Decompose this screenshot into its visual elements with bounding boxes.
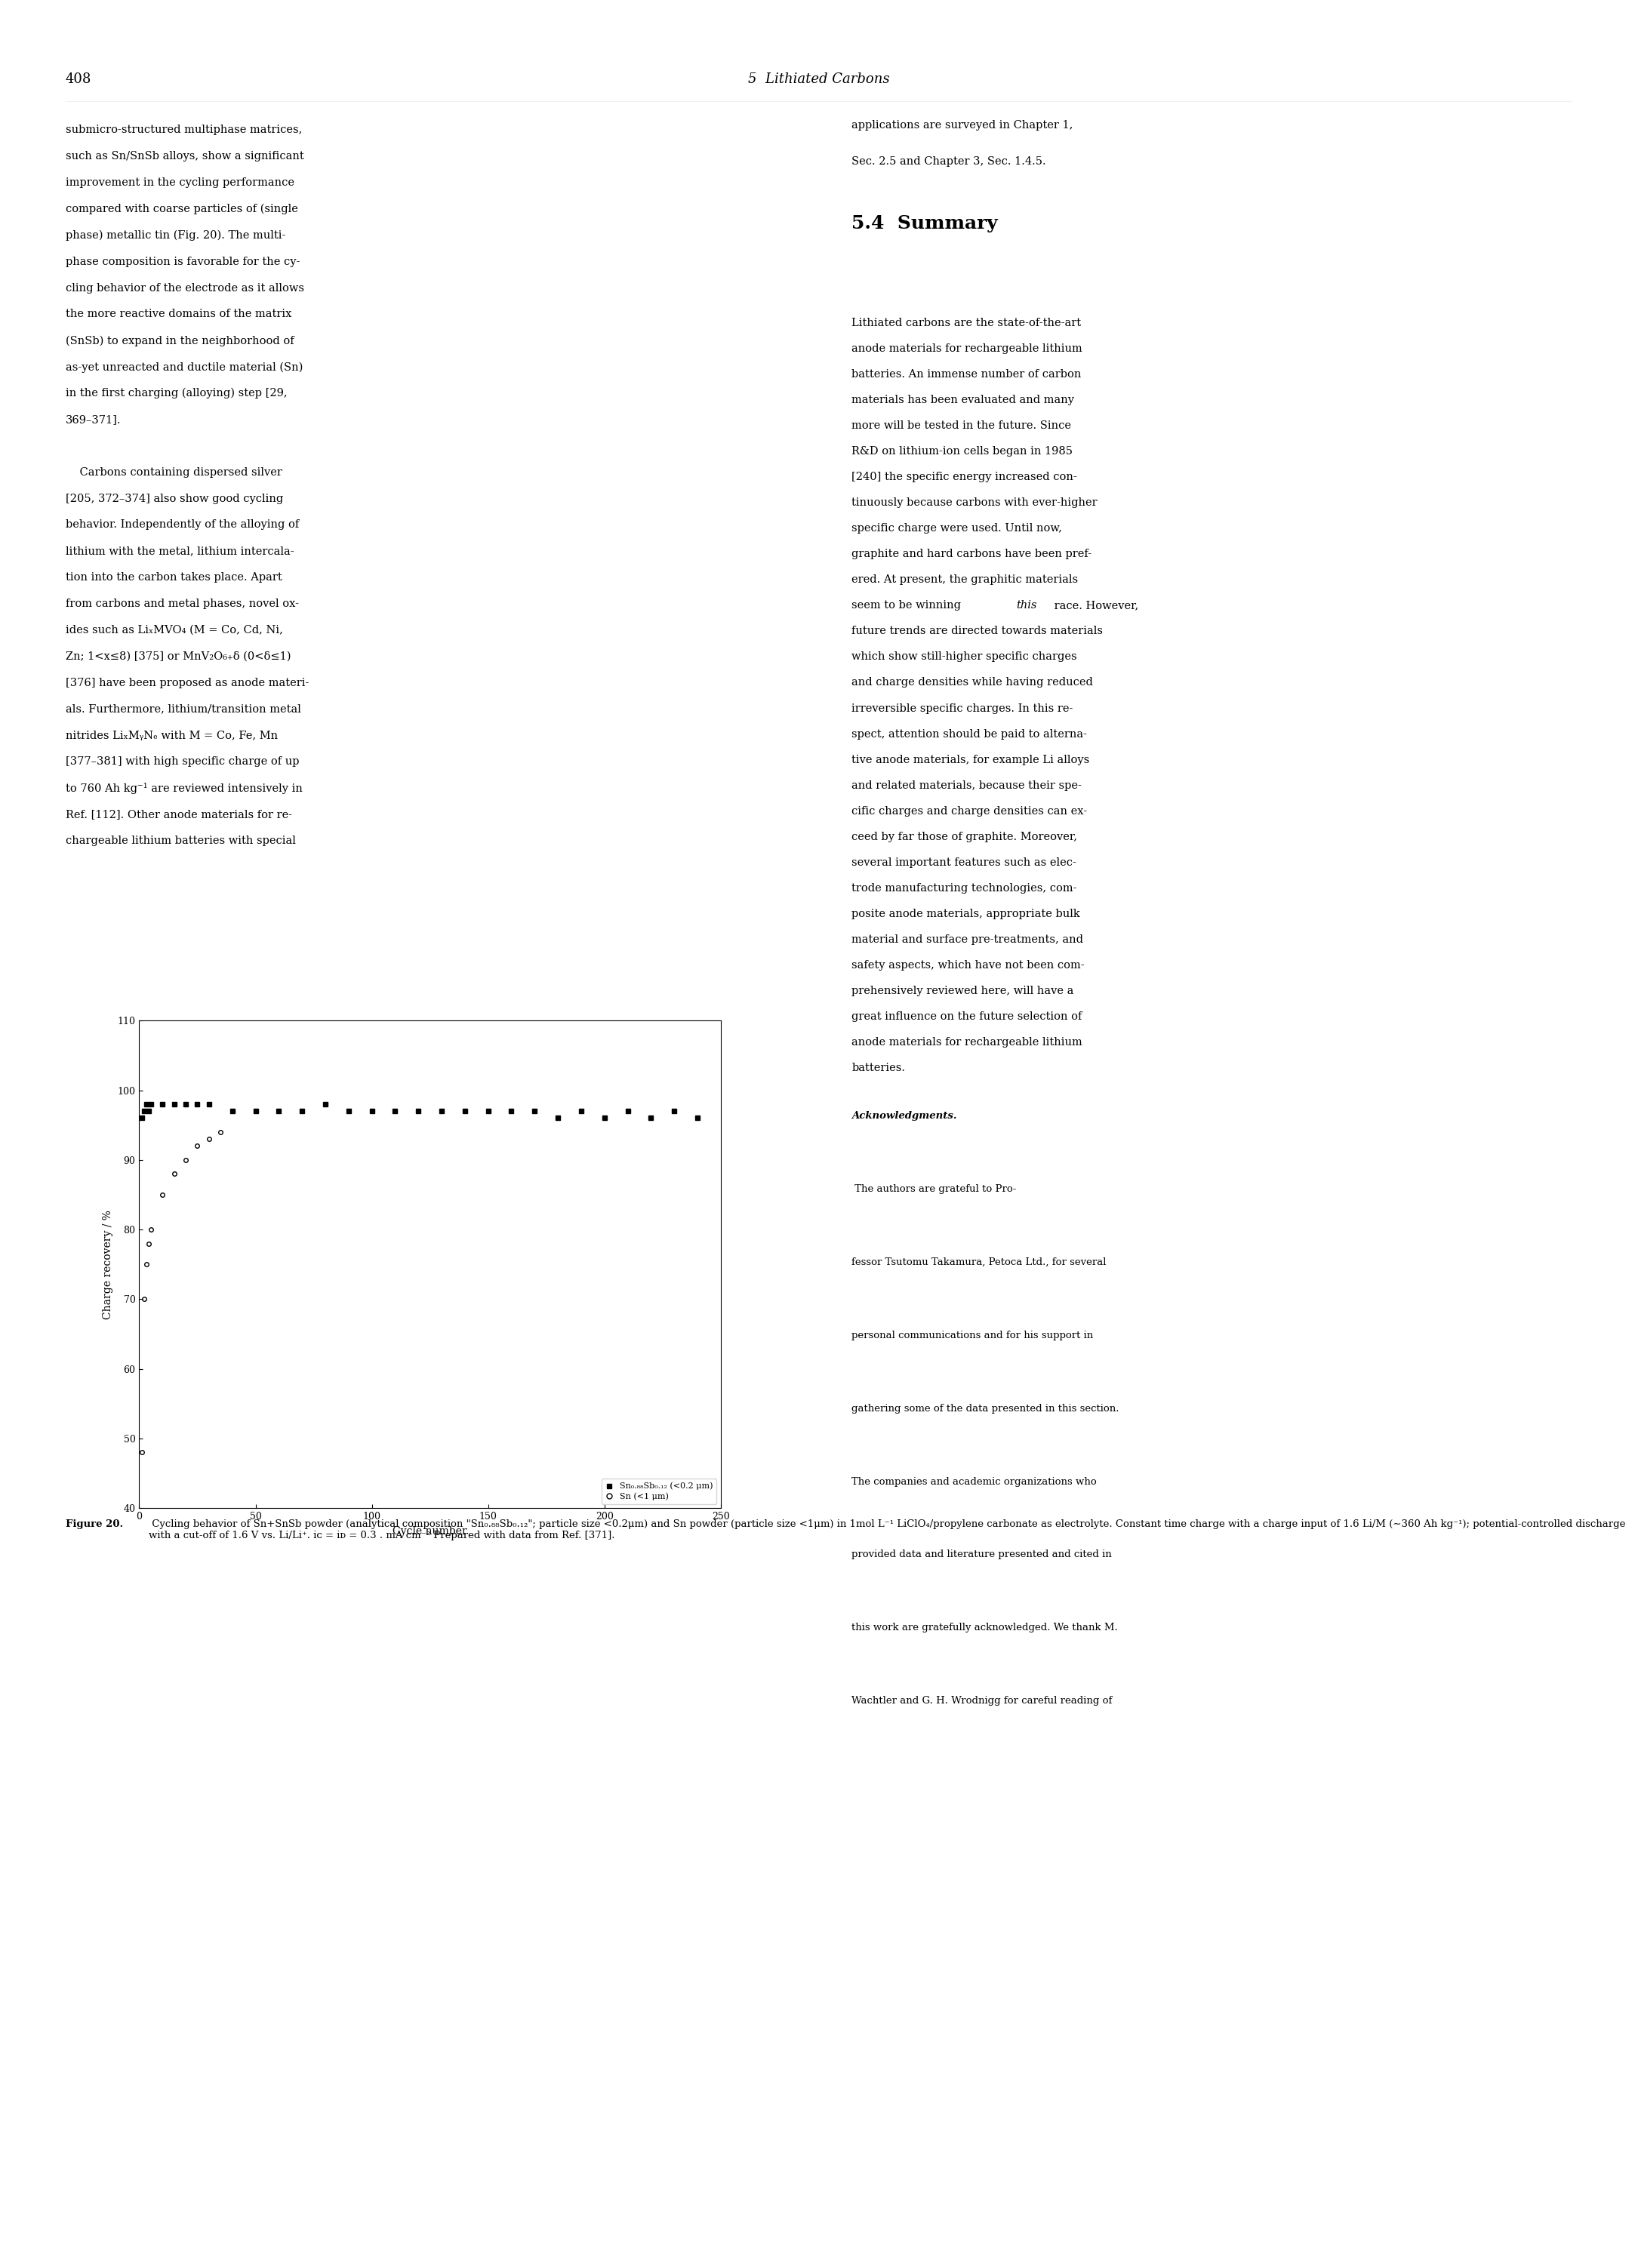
Text: The authors are grateful to Pro-: The authors are grateful to Pro- — [852, 1184, 1017, 1195]
Text: and related materials, because their spe-: and related materials, because their spe… — [852, 780, 1081, 792]
Text: nitrides LiₓMᵧNₑ with M = Co, Fe, Mn: nitrides LiₓMᵧNₑ with M = Co, Fe, Mn — [66, 730, 278, 742]
Text: Lithiated carbons are the state-of-the-art: Lithiated carbons are the state-of-the-a… — [852, 318, 1081, 329]
Text: compared with coarse particles of (single: compared with coarse particles of (singl… — [66, 204, 298, 215]
Text: as-yet unreacted and ductile material (Sn): as-yet unreacted and ductile material (S… — [66, 361, 303, 372]
Text: cific charges and charge densities can ex-: cific charges and charge densities can e… — [852, 805, 1088, 816]
Text: and charge densities while having reduced: and charge densities while having reduce… — [852, 678, 1093, 687]
Text: posite anode materials, appropriate bulk: posite anode materials, appropriate bulk — [852, 909, 1081, 919]
Text: provided data and literature presented and cited in: provided data and literature presented a… — [852, 1549, 1112, 1560]
Text: from carbons and metal phases, novel ox-: from carbons and metal phases, novel ox- — [66, 599, 298, 610]
Text: this work are gratefully acknowledged. We thank M.: this work are gratefully acknowledged. W… — [852, 1624, 1119, 1633]
Text: ides such as LiₓMVO₄ (M = Co, Cd, Ni,: ides such as LiₓMVO₄ (M = Co, Cd, Ni, — [66, 626, 283, 635]
Text: specific charge were used. Until now,: specific charge were used. Until now, — [852, 524, 1063, 533]
Text: such as Sn/SnSb alloys, show a significant: such as Sn/SnSb alloys, show a significa… — [66, 152, 305, 161]
Text: great influence on the future selection of: great influence on the future selection … — [852, 1012, 1083, 1023]
Text: R&D on lithium-ion cells began in 1985: R&D on lithium-ion cells began in 1985 — [852, 447, 1073, 456]
Y-axis label: Charge recovery / %: Charge recovery / % — [103, 1209, 113, 1320]
Text: the more reactive domains of the matrix: the more reactive domains of the matrix — [66, 308, 292, 320]
Text: chargeable lithium batteries with special: chargeable lithium batteries with specia… — [66, 835, 295, 846]
Text: lithium with the metal, lithium intercala-: lithium with the metal, lithium intercal… — [66, 547, 293, 556]
Text: The companies and academic organizations who: The companies and academic organizations… — [852, 1476, 1097, 1486]
Text: seem to be winning: seem to be winning — [852, 601, 965, 610]
Text: irreversible specific charges. In this re-: irreversible specific charges. In this r… — [852, 703, 1073, 714]
Text: fessor Tsutomu Takamura, Petoca Ltd., for several: fessor Tsutomu Takamura, Petoca Ltd., fo… — [852, 1256, 1107, 1268]
Text: applications are surveyed in Chapter 1,: applications are surveyed in Chapter 1, — [852, 120, 1073, 132]
Text: [205, 372–374] also show good cycling: [205, 372–374] also show good cycling — [66, 492, 283, 503]
Legend: Sn₀.₈₈Sb₀.₁₂ (<0.2 μm), Sn (<1 μm): Sn₀.₈₈Sb₀.₁₂ (<0.2 μm), Sn (<1 μm) — [601, 1479, 716, 1504]
Text: Wachtler and G. H. Wrodnigg for careful reading of: Wachtler and G. H. Wrodnigg for careful … — [852, 1696, 1112, 1706]
Text: batteries.: batteries. — [852, 1064, 906, 1073]
Text: materials has been evaluated and many: materials has been evaluated and many — [852, 395, 1075, 406]
Text: trode manufacturing technologies, com-: trode manufacturing technologies, com- — [852, 882, 1078, 894]
Text: safety aspects, which have not been com-: safety aspects, which have not been com- — [852, 959, 1084, 971]
Text: material and surface pre-treatments, and: material and surface pre-treatments, and — [852, 934, 1083, 946]
Text: als. Furthermore, lithium/transition metal: als. Furthermore, lithium/transition met… — [66, 703, 301, 714]
Text: tinuously because carbons with ever-higher: tinuously because carbons with ever-high… — [852, 497, 1097, 508]
Text: Sec. 2.5 and Chapter 3, Sec. 1.4.5.: Sec. 2.5 and Chapter 3, Sec. 1.4.5. — [852, 156, 1047, 168]
Text: spect, attention should be paid to alterna-: spect, attention should be paid to alter… — [852, 728, 1088, 739]
Text: tion into the carbon takes place. Apart: tion into the carbon takes place. Apart — [66, 572, 282, 583]
Text: submicro-structured multiphase matrices,: submicro-structured multiphase matrices, — [66, 125, 301, 136]
Text: behavior. Independently of the alloying of: behavior. Independently of the alloying … — [66, 519, 300, 531]
Text: future trends are directed towards materials: future trends are directed towards mater… — [852, 626, 1102, 637]
Text: anode materials for rechargeable lithium: anode materials for rechargeable lithium — [852, 1036, 1083, 1048]
Text: batteries. An immense number of carbon: batteries. An immense number of carbon — [852, 370, 1081, 379]
Text: (SnSb) to expand in the neighborhood of: (SnSb) to expand in the neighborhood of — [66, 336, 293, 347]
Text: race. However,: race. However, — [1050, 601, 1138, 610]
Text: 5.4  Summary: 5.4 Summary — [852, 213, 998, 231]
Text: gathering some of the data presented in this section.: gathering some of the data presented in … — [852, 1404, 1119, 1413]
Text: ered. At present, the graphitic materials: ered. At present, the graphitic material… — [852, 574, 1078, 585]
Text: Zn; 1<x≤8) [375] or MnV₂O₆₊δ (0<δ≤1): Zn; 1<x≤8) [375] or MnV₂O₆₊δ (0<δ≤1) — [66, 651, 292, 662]
Text: 408: 408 — [66, 73, 92, 86]
Text: 5  Lithiated Carbons: 5 Lithiated Carbons — [749, 73, 889, 86]
X-axis label: Cycle number: Cycle number — [393, 1526, 467, 1535]
Text: ceed by far those of graphite. Moreover,: ceed by far those of graphite. Moreover, — [852, 832, 1078, 841]
Text: improvement in the cycling performance: improvement in the cycling performance — [66, 177, 295, 188]
Text: tive anode materials, for example Li alloys: tive anode materials, for example Li all… — [852, 755, 1089, 764]
Text: 369–371].: 369–371]. — [66, 415, 121, 424]
Text: phase) metallic tin (Fig. 20). The multi-: phase) metallic tin (Fig. 20). The multi… — [66, 229, 285, 240]
Text: to 760 Ah kg⁻¹ are reviewed intensively in: to 760 Ah kg⁻¹ are reviewed intensively … — [66, 782, 303, 794]
Text: more will be tested in the future. Since: more will be tested in the future. Since — [852, 420, 1071, 431]
Text: prehensively reviewed here, will have a: prehensively reviewed here, will have a — [852, 987, 1075, 996]
Text: Acknowledgments.: Acknowledgments. — [852, 1111, 957, 1120]
Text: [377–381] with high specific charge of up: [377–381] with high specific charge of u… — [66, 758, 300, 767]
Text: Carbons containing dispersed silver: Carbons containing dispersed silver — [66, 467, 282, 479]
Text: this: this — [1016, 601, 1037, 610]
Text: Ref. [112]. Other anode materials for re-: Ref. [112]. Other anode materials for re… — [66, 810, 292, 819]
Text: which show still-higher specific charges: which show still-higher specific charges — [852, 651, 1078, 662]
Text: anode materials for rechargeable lithium: anode materials for rechargeable lithium — [852, 342, 1083, 354]
Text: Figure 20.: Figure 20. — [66, 1520, 123, 1529]
Text: Cycling behavior of Sn+SnSb powder (analytical composition "Sn₀.₈₈Sb₀.₁₂"; parti: Cycling behavior of Sn+SnSb powder (anal… — [149, 1520, 1625, 1540]
Text: [240] the specific energy increased con-: [240] the specific energy increased con- — [852, 472, 1078, 483]
Text: [376] have been proposed as anode materi-: [376] have been proposed as anode materi… — [66, 678, 310, 687]
Text: several important features such as elec-: several important features such as elec- — [852, 857, 1076, 869]
Text: cling behavior of the electrode as it allows: cling behavior of the electrode as it al… — [66, 284, 305, 293]
Text: personal communications and for his support in: personal communications and for his supp… — [852, 1331, 1094, 1340]
Text: phase composition is favorable for the cy-: phase composition is favorable for the c… — [66, 256, 300, 268]
Text: in the first charging (alloying) step [29,: in the first charging (alloying) step [2… — [66, 388, 287, 399]
Text: graphite and hard carbons have been pref-: graphite and hard carbons have been pref… — [852, 549, 1093, 560]
